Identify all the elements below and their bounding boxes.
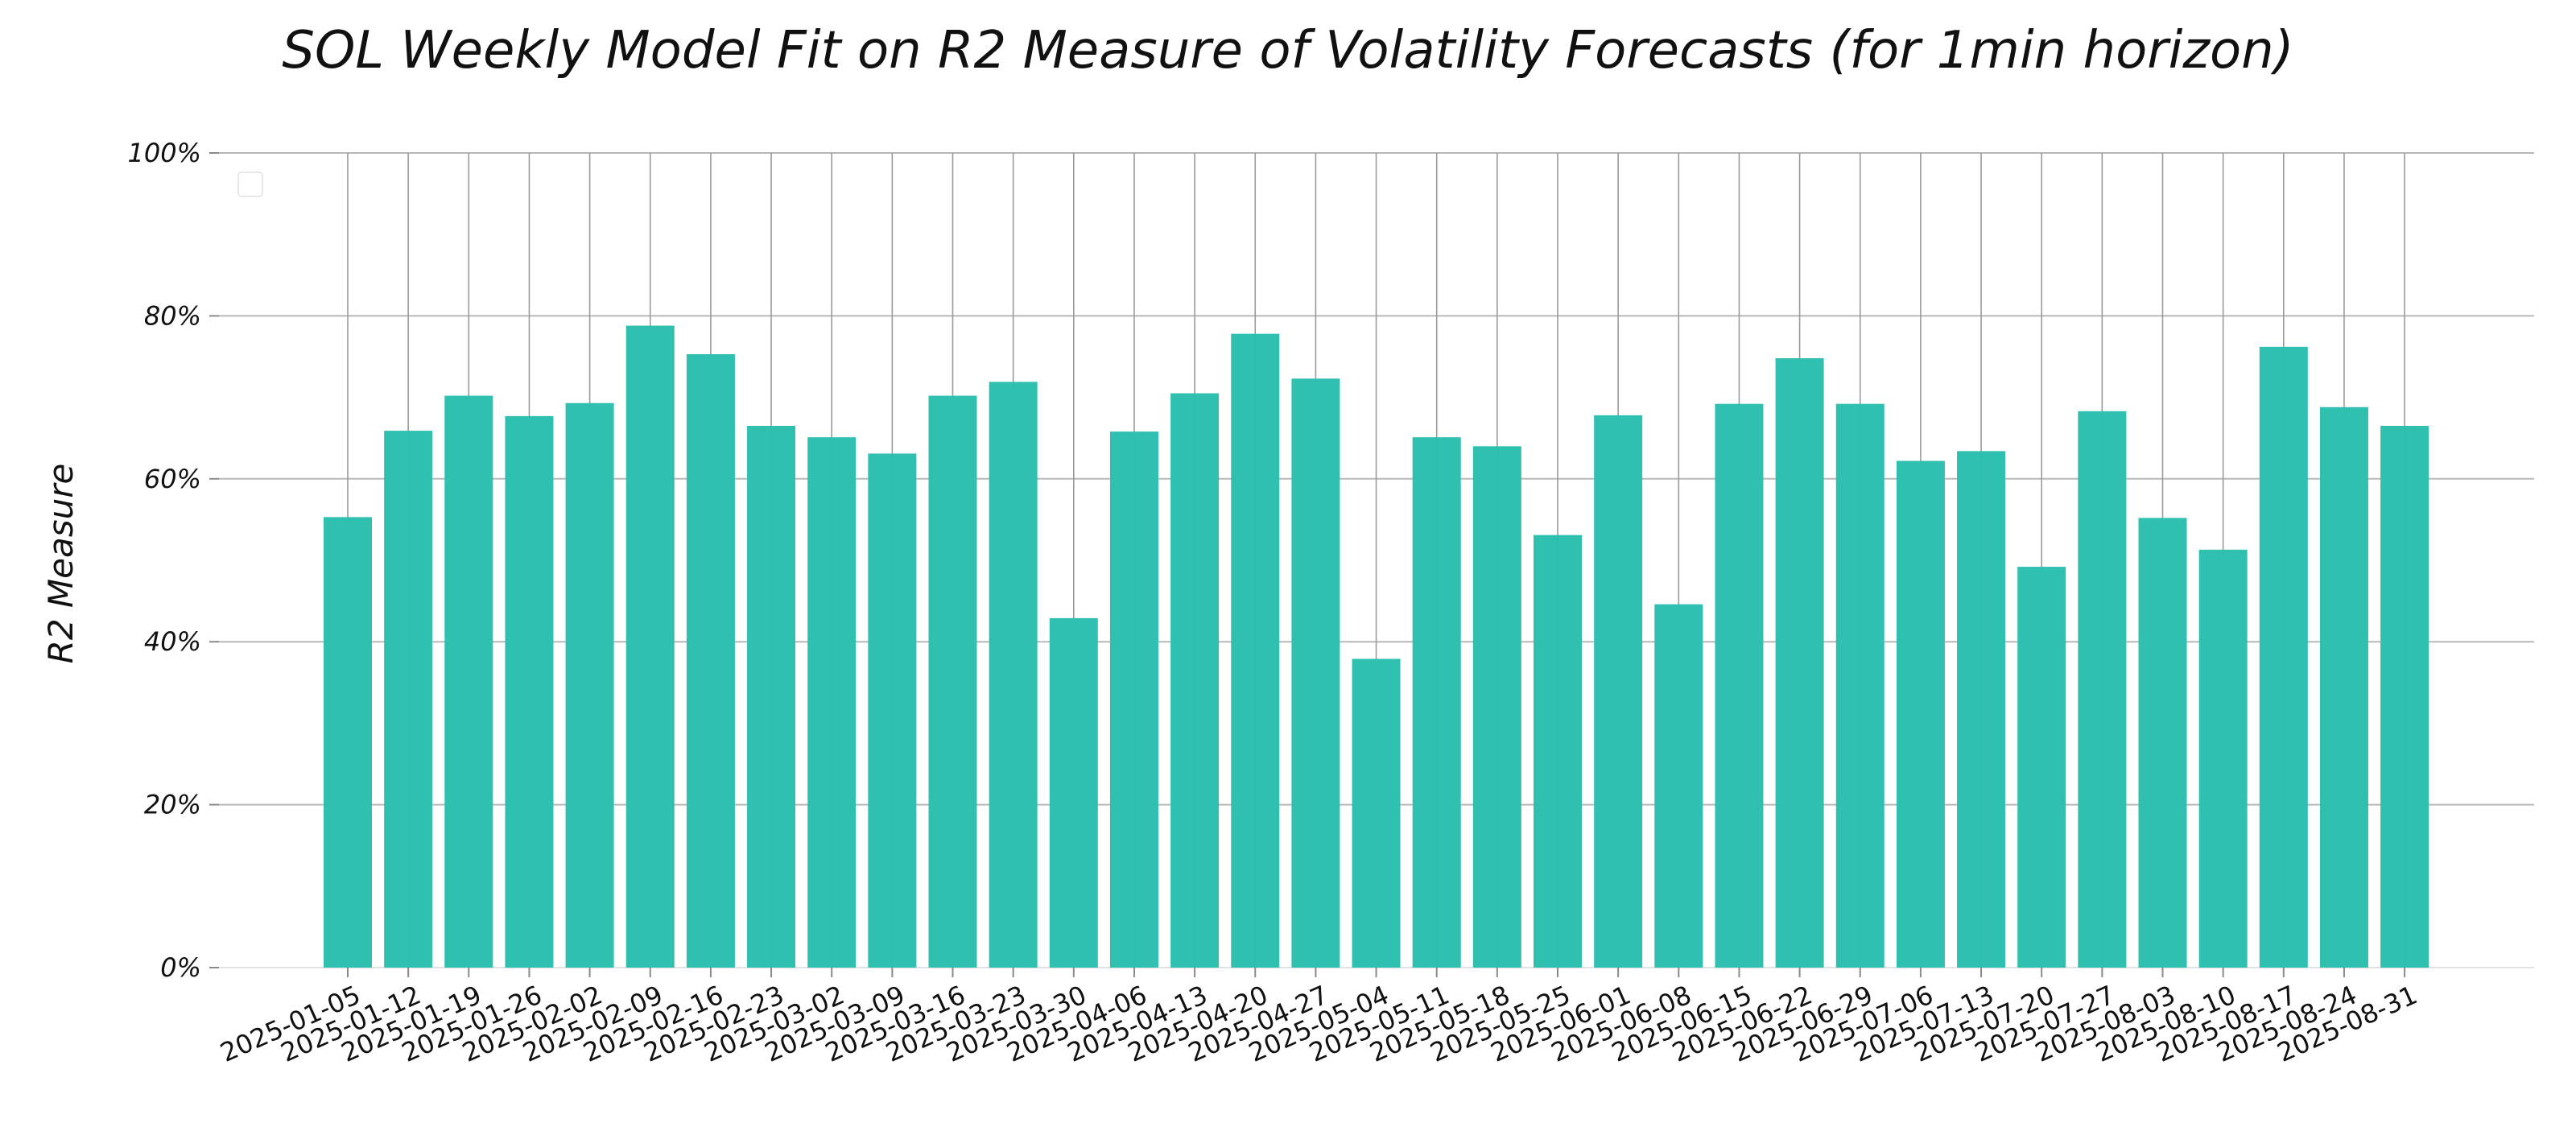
bar-2025-07-13 [1957, 451, 2006, 968]
y-axis-ticks: 0% 20% 40% 60% 80% 100% [128, 138, 219, 983]
y-tick-label: 40% [144, 626, 201, 657]
bar-2025-07-20 [2017, 567, 2066, 968]
y-tick-label: 80% [144, 300, 201, 331]
bar-2025-01-12 [384, 431, 433, 968]
bar-2025-03-16 [928, 395, 977, 968]
bar-2025-01-19 [444, 395, 493, 968]
bar-2025-06-22 [1775, 358, 1824, 968]
bar-2025-06-08 [1654, 604, 1703, 968]
bar-2025-02-09 [625, 325, 675, 968]
bar-2025-05-04 [1352, 658, 1401, 968]
y-tick-label: 100% [128, 138, 201, 168]
x-axis-ticks: 2025-01-052025-01-122025-01-192025-01-26… [216, 968, 2421, 1068]
bar-2025-02-16 [686, 353, 735, 968]
bar-2025-04-20 [1231, 333, 1280, 968]
bar-2025-01-05 [324, 517, 372, 968]
chart-title: SOL Weekly Model Fit on R2 Measure of Vo… [282, 21, 2293, 80]
bar-2025-05-11 [1412, 437, 1461, 968]
bar-2025-08-17 [2259, 346, 2308, 968]
bar-2025-04-06 [1109, 431, 1158, 968]
bar-2025-07-06 [1896, 460, 1945, 968]
bar-2025-03-09 [868, 453, 917, 968]
bar-2025-08-31 [2380, 426, 2429, 968]
bar-2025-04-27 [1291, 378, 1340, 968]
bar-2025-04-13 [1170, 393, 1220, 968]
bar-2025-06-29 [1835, 403, 1885, 968]
y-tick-label: 0% [160, 952, 201, 983]
bar-2025-01-26 [505, 415, 554, 968]
bar-2025-03-02 [807, 437, 857, 968]
bar-2025-08-03 [2138, 518, 2187, 968]
bar-2025-05-25 [1534, 535, 1582, 968]
y-tick-label: 60% [144, 464, 201, 494]
bar-2025-06-15 [1715, 403, 1764, 968]
bar-2025-06-01 [1594, 415, 1643, 968]
y-tick-label: 20% [144, 790, 201, 820]
bar-2025-08-24 [2319, 407, 2368, 968]
bar-2025-03-23 [989, 382, 1038, 968]
bar-2025-02-02 [565, 402, 614, 968]
bar-2025-03-30 [1049, 617, 1098, 968]
legend-box [237, 171, 263, 197]
y-axis-label: R2 Measure [41, 464, 80, 664]
bars [324, 325, 2429, 968]
bar-2025-05-18 [1472, 446, 1521, 968]
bar-2025-02-23 [747, 426, 796, 968]
bar-2025-08-10 [2198, 549, 2248, 968]
bar-2025-07-27 [2078, 411, 2127, 968]
